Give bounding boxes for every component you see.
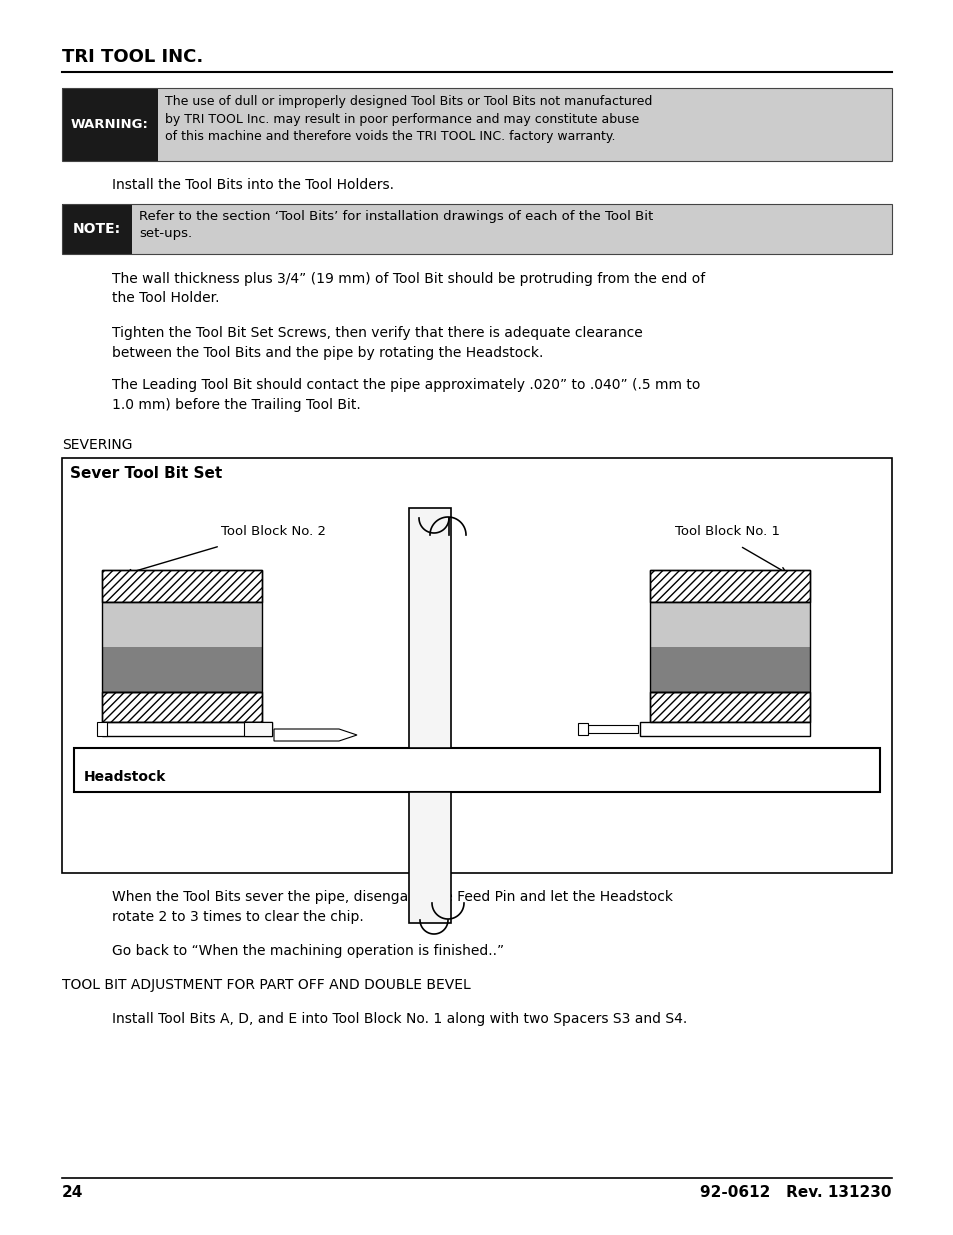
Bar: [102, 692, 262, 722]
Text: The use of dull or improperly designed Tool Bits or Tool Bits not manufactured
b: The use of dull or improperly designed T…: [165, 95, 652, 143]
Text: When the Tool Bits sever the pipe, disengage the Feed Pin and let the Headstock
: When the Tool Bits sever the pipe, disen…: [112, 890, 672, 924]
Text: 92-0612   Rev. 131230: 92-0612 Rev. 131230: [700, 1186, 891, 1200]
Bar: [97, 722, 107, 736]
Text: SEVERING: SEVERING: [62, 438, 132, 452]
Bar: [587, 725, 638, 734]
Bar: [409, 508, 451, 748]
Bar: [578, 722, 587, 735]
Text: Refer to the section ‘Tool Bits’ for installation drawings of each of the Tool B: Refer to the section ‘Tool Bits’ for ins…: [139, 210, 653, 240]
Text: Install Tool Bits A, D, and E into Tool Block No. 1 along with two Spacers S3 an: Install Tool Bits A, D, and E into Tool …: [112, 1011, 686, 1026]
Bar: [102, 571, 262, 601]
Bar: [102, 601, 262, 647]
Bar: [62, 204, 891, 254]
Bar: [244, 722, 272, 736]
Bar: [649, 692, 809, 722]
Text: TOOL BIT ADJUSTMENT FOR PART OFF AND DOUBLE BEVEL: TOOL BIT ADJUSTMENT FOR PART OFF AND DOU…: [62, 978, 470, 992]
Text: Headstock: Headstock: [84, 769, 166, 784]
Bar: [102, 692, 262, 722]
Bar: [649, 571, 809, 601]
Text: Go back to “When the machining operation is finished..”: Go back to “When the machining operation…: [112, 944, 503, 958]
Bar: [74, 748, 879, 792]
Text: The wall thickness plus 3/4” (19 mm) of Tool Bit should be protruding from the e: The wall thickness plus 3/4” (19 mm) of …: [112, 272, 704, 305]
Bar: [649, 647, 809, 692]
Text: Tighten the Tool Bit Set Screws, then verify that there is adequate clearance
be: Tighten the Tool Bit Set Screws, then ve…: [112, 326, 642, 359]
Bar: [102, 647, 262, 692]
Text: NOTE:: NOTE:: [72, 222, 121, 236]
Text: Install the Tool Bits into the Tool Holders.: Install the Tool Bits into the Tool Hold…: [112, 178, 394, 191]
Bar: [62, 88, 891, 161]
Text: WARNING:: WARNING:: [71, 119, 149, 131]
Text: Tool Block No. 2: Tool Block No. 2: [221, 525, 326, 538]
Bar: [649, 692, 809, 722]
Text: Sever Tool Bit Set: Sever Tool Bit Set: [70, 466, 222, 480]
Bar: [158, 88, 891, 161]
Bar: [62, 458, 891, 873]
Text: TRI TOOL INC.: TRI TOOL INC.: [62, 48, 203, 65]
Bar: [62, 204, 132, 254]
Text: Tool Block No. 1: Tool Block No. 1: [675, 525, 780, 538]
Text: The Leading Tool Bit should contact the pipe approximately .020” to .040” (.5 mm: The Leading Tool Bit should contact the …: [112, 378, 700, 411]
Bar: [132, 204, 891, 254]
Bar: [102, 601, 262, 692]
Bar: [649, 571, 809, 601]
Bar: [409, 792, 451, 923]
Bar: [649, 601, 809, 647]
Polygon shape: [274, 729, 356, 741]
Bar: [649, 601, 809, 692]
Bar: [639, 722, 809, 736]
Bar: [102, 571, 262, 601]
Bar: [102, 722, 272, 736]
Text: 24: 24: [62, 1186, 83, 1200]
Bar: [62, 88, 158, 161]
